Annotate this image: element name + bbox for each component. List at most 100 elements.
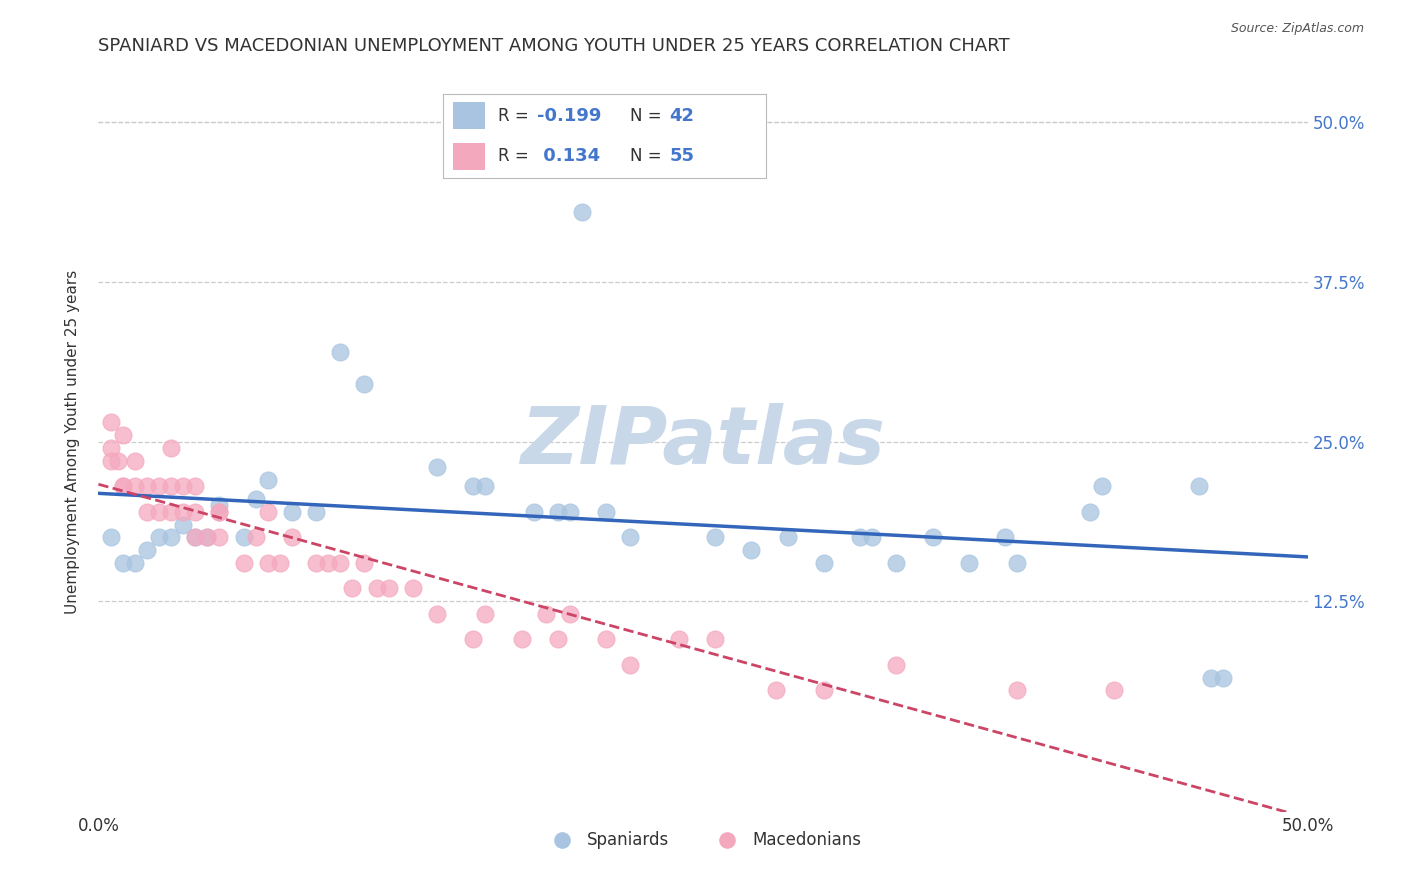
Point xyxy=(813,683,835,698)
Point xyxy=(342,582,364,596)
Text: N =: N = xyxy=(630,107,668,125)
Point xyxy=(921,530,943,544)
Point xyxy=(195,530,218,544)
Point xyxy=(256,556,278,570)
Point xyxy=(1007,683,1029,698)
Point xyxy=(245,530,267,544)
Point xyxy=(860,530,883,544)
Text: 42: 42 xyxy=(669,107,695,125)
Point xyxy=(426,460,449,475)
Point xyxy=(184,479,207,493)
Point xyxy=(269,556,291,570)
Point xyxy=(160,505,183,519)
Point xyxy=(740,543,762,558)
Point xyxy=(886,556,908,570)
Point xyxy=(329,345,352,359)
Point xyxy=(111,428,134,442)
Point xyxy=(107,453,129,467)
Point xyxy=(100,453,122,467)
Point xyxy=(776,530,799,544)
Point xyxy=(172,479,194,493)
Point xyxy=(1188,479,1211,493)
Legend: Spaniards, Macedonians: Spaniards, Macedonians xyxy=(538,824,868,855)
Y-axis label: Unemployment Among Youth under 25 years: Unemployment Among Youth under 25 years xyxy=(65,269,80,614)
Point xyxy=(172,505,194,519)
Point xyxy=(534,607,557,621)
Text: ZIPatlas: ZIPatlas xyxy=(520,402,886,481)
Point xyxy=(208,530,231,544)
Point xyxy=(510,632,533,647)
Text: 0.134: 0.134 xyxy=(537,147,600,165)
Point xyxy=(523,505,546,519)
Point xyxy=(353,377,375,392)
Point xyxy=(148,530,170,544)
Point xyxy=(232,556,254,570)
Point xyxy=(160,441,183,455)
Point xyxy=(1199,671,1222,685)
Point xyxy=(668,632,690,647)
Point xyxy=(377,582,399,596)
Text: Source: ZipAtlas.com: Source: ZipAtlas.com xyxy=(1230,22,1364,36)
Point xyxy=(1007,556,1029,570)
Point xyxy=(329,556,352,570)
Point xyxy=(704,632,727,647)
Point xyxy=(135,543,157,558)
Point xyxy=(366,582,388,596)
Point xyxy=(704,530,727,544)
Point xyxy=(281,505,304,519)
Point xyxy=(463,632,485,647)
Point xyxy=(245,491,267,506)
Point xyxy=(100,416,122,430)
Point xyxy=(547,632,569,647)
Point xyxy=(172,517,194,532)
Text: SPANIARD VS MACEDONIAN UNEMPLOYMENT AMONG YOUTH UNDER 25 YEARS CORRELATION CHART: SPANIARD VS MACEDONIAN UNEMPLOYMENT AMON… xyxy=(98,37,1010,54)
Point xyxy=(474,479,496,493)
Point xyxy=(100,530,122,544)
Point xyxy=(281,530,304,544)
Point xyxy=(1078,505,1101,519)
Point xyxy=(160,530,183,544)
Point xyxy=(558,505,581,519)
Point xyxy=(765,683,787,698)
Point xyxy=(849,530,872,544)
Point xyxy=(124,556,146,570)
Text: R =: R = xyxy=(498,107,534,125)
Point xyxy=(135,479,157,493)
Point xyxy=(111,556,134,570)
Point xyxy=(595,505,617,519)
Point xyxy=(571,204,593,219)
Point xyxy=(208,499,231,513)
Text: 55: 55 xyxy=(669,147,695,165)
Text: R =: R = xyxy=(498,147,534,165)
Point xyxy=(184,530,207,544)
Point xyxy=(316,556,339,570)
Point xyxy=(957,556,980,570)
Point xyxy=(426,607,449,621)
Point xyxy=(305,505,328,519)
Point xyxy=(547,505,569,519)
Point xyxy=(135,505,157,519)
Point xyxy=(124,453,146,467)
Point xyxy=(111,479,134,493)
Point xyxy=(619,530,641,544)
Point xyxy=(1212,671,1234,685)
Point xyxy=(184,530,207,544)
Text: -0.199: -0.199 xyxy=(537,107,600,125)
Point xyxy=(100,441,122,455)
Point xyxy=(195,530,218,544)
Point xyxy=(148,479,170,493)
Text: N =: N = xyxy=(630,147,668,165)
Point xyxy=(208,505,231,519)
Point xyxy=(474,607,496,621)
Point xyxy=(184,505,207,519)
Point xyxy=(256,505,278,519)
Point xyxy=(124,479,146,493)
Point xyxy=(232,530,254,544)
FancyBboxPatch shape xyxy=(453,103,485,129)
Point xyxy=(111,479,134,493)
Point xyxy=(160,479,183,493)
FancyBboxPatch shape xyxy=(453,143,485,169)
Point xyxy=(463,479,485,493)
Point xyxy=(208,505,231,519)
Point xyxy=(353,556,375,570)
